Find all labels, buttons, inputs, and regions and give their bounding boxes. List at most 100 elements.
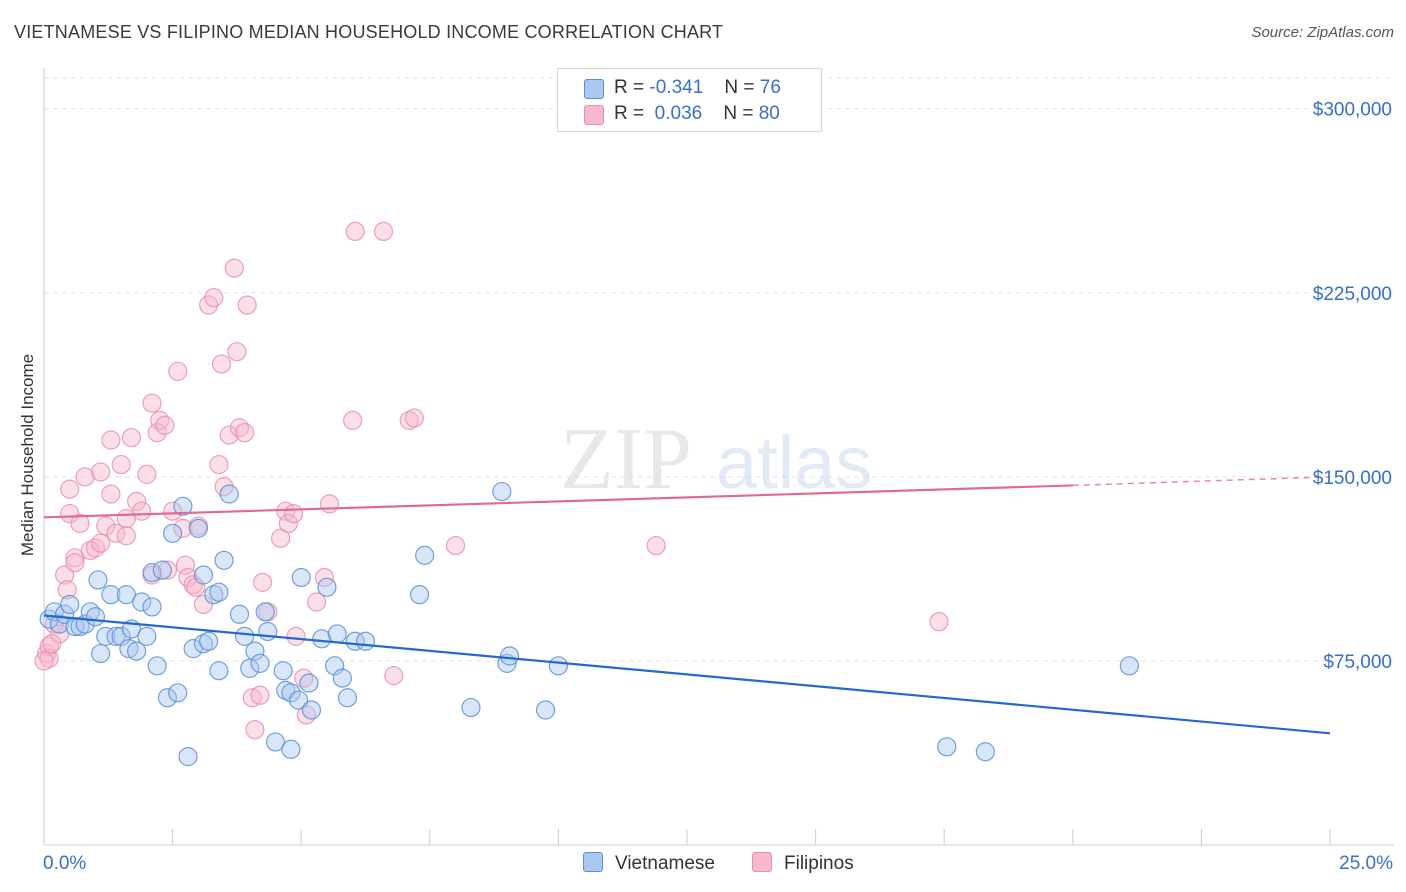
data-point-vietnamese	[535, 700, 556, 720]
data-point-filipinos	[96, 516, 116, 536]
data-point-filipinos	[204, 288, 224, 308]
data-point-filipinos	[307, 592, 327, 612]
data-point-vietnamese	[49, 614, 70, 634]
data-point-filipinos	[36, 643, 57, 664]
data-point-vietnamese	[178, 747, 198, 767]
data-point-vietnamese	[96, 626, 116, 646]
data-point-vietnamese	[193, 634, 214, 654]
data-point-filipinos	[142, 393, 162, 413]
data-point-filipinos	[111, 454, 131, 475]
data-point-filipinos	[271, 528, 291, 548]
data-point-vietnamese	[147, 656, 167, 676]
data-point-filipinos	[101, 484, 121, 504]
legend: R = -0.341 N = 76 R = 0.036 N = 80	[557, 68, 822, 132]
data-point-filipinos	[646, 535, 666, 556]
legend-r-value: -0.341	[649, 77, 704, 98]
data-point-vietnamese	[88, 570, 108, 590]
data-point-filipinos	[49, 624, 70, 644]
data-point-filipinos	[42, 634, 62, 654]
data-point-vietnamese	[142, 597, 162, 617]
data-point-filipinos	[126, 491, 147, 511]
legend-r-label: R =	[614, 103, 645, 124]
data-point-vietnamese	[548, 656, 569, 676]
data-point-vietnamese	[299, 673, 319, 693]
data-point-vietnamese	[409, 585, 430, 605]
data-point-filipinos	[65, 548, 85, 568]
data-point-filipinos	[183, 575, 203, 595]
data-point-filipinos	[34, 651, 54, 671]
data-point-filipinos	[175, 555, 196, 575]
data-point-vietnamese	[301, 700, 322, 720]
data-point-vietnamese	[85, 607, 106, 627]
data-point-filipinos	[57, 580, 77, 600]
data-point-vietnamese	[265, 732, 286, 752]
x-tick-label: 25.0%	[1339, 853, 1393, 874]
data-point-vietnamese	[168, 683, 188, 703]
data-point-filipinos	[163, 501, 183, 521]
data-point-filipinos	[278, 513, 298, 534]
data-point-vietnamese	[60, 594, 80, 615]
data-point-vietnamese	[327, 624, 347, 644]
data-point-filipinos	[39, 648, 59, 669]
data-point-vietnamese	[106, 626, 126, 646]
data-point-filipinos	[283, 504, 304, 524]
data-point-vietnamese	[325, 656, 345, 676]
data-point-vietnamese	[209, 582, 229, 602]
data-point-vietnamese	[276, 680, 296, 700]
y-tick-label: $225,000	[1313, 284, 1392, 305]
data-point-filipinos	[147, 423, 167, 443]
data-point-vietnamese	[345, 631, 365, 651]
data-point-filipinos	[121, 427, 142, 448]
legend-n-label: N =	[723, 103, 754, 124]
data-point-vietnamese	[229, 604, 250, 624]
data-point-vietnamese	[90, 643, 111, 664]
bottom-legend-label: Filipinos	[784, 853, 854, 874]
data-point-vietnamese	[273, 661, 293, 681]
data-point-vietnamese	[332, 668, 352, 688]
bottom-legend-filipinos: Filipinos	[752, 852, 854, 875]
data-point-vietnamese	[204, 585, 224, 605]
watermark: ZIP atlas	[560, 411, 872, 508]
data-point-vietnamese	[199, 631, 219, 651]
data-point-filipinos	[209, 454, 229, 475]
bottom-legend-vietnamese: Vietnamese	[583, 852, 715, 875]
y-tick-labels: $75,000 $150,000 $225,000 $300,000	[1313, 100, 1392, 673]
data-point-vietnamese	[183, 639, 203, 659]
data-point-filipinos	[168, 361, 188, 381]
trend-line-filipinos	[43, 484, 1073, 519]
data-point-vietnamese	[193, 565, 214, 585]
y-tick-label: $150,000	[1313, 468, 1392, 489]
legend-n-value: 80	[758, 103, 780, 124]
legend-r-value: 0.036	[654, 103, 703, 124]
data-point-vietnamese	[219, 484, 239, 504]
data-point-filipinos	[211, 354, 232, 374]
data-point-filipinos	[193, 594, 214, 615]
data-point-vietnamese	[289, 690, 309, 710]
data-point-filipinos	[345, 221, 365, 241]
data-point-vietnamese	[188, 518, 208, 538]
y-tick-label: $75,000	[1323, 652, 1392, 673]
data-point-vietnamese	[250, 653, 270, 673]
data-point-filipinos	[173, 518, 193, 538]
data-point-filipinos	[157, 560, 178, 580]
x-tick-label: 0.0%	[43, 853, 86, 874]
data-point-vietnamese	[111, 626, 131, 646]
data-point-vietnamese	[291, 567, 311, 588]
data-point-filipinos	[54, 565, 75, 585]
data-point-filipinos	[65, 553, 85, 573]
data-point-filipinos	[227, 342, 247, 362]
data-point-filipinos	[404, 408, 424, 428]
data-point-vietnamese	[461, 697, 481, 718]
legend-swatch-vietnamese	[584, 79, 604, 99]
data-point-filipinos	[219, 425, 239, 445]
data-point-vietnamese	[173, 496, 193, 516]
data-point-vietnamese	[152, 560, 172, 580]
y-axis-label: Median Household Income	[18, 353, 37, 557]
data-point-vietnamese	[137, 626, 157, 646]
data-point-filipinos	[75, 467, 95, 487]
data-point-filipinos	[137, 464, 157, 484]
data-point-vietnamese	[119, 639, 139, 659]
source-label: Source: ZipAtlas.com	[1251, 24, 1394, 41]
data-point-filipinos	[286, 626, 306, 646]
